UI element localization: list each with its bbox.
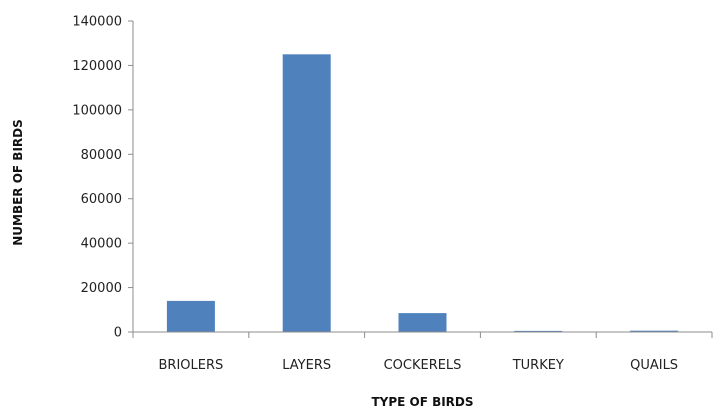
bar-cockerels	[398, 313, 447, 332]
x-tick-label: QUAILS	[630, 358, 678, 373]
y-tick-label: 0	[114, 326, 122, 341]
x-tick-label: LAYERS	[282, 358, 331, 373]
x-tick-label: COCKERELS	[384, 358, 462, 373]
y-tick-label: 100000	[72, 103, 122, 118]
x-axis-title: TYPE OF BIRDS	[371, 395, 473, 409]
y-tick-label: 120000	[72, 59, 122, 74]
bar-quails	[630, 330, 679, 332]
y-tick-label: 80000	[81, 148, 122, 163]
y-axis-ticks: 0 20000 40000 60000 80000 100000 120000 140000	[72, 15, 133, 341]
x-axis-ticks: BRIOLERS LAYERS COCKERELS TURKEY QUAILS	[132, 332, 713, 373]
bar-briolers	[166, 300, 215, 332]
y-tick-label: 140000	[72, 15, 122, 30]
x-tick-label: TURKEY	[512, 358, 564, 373]
bars	[166, 54, 679, 332]
y-tick-label: 20000	[81, 281, 122, 296]
y-tick-label: 40000	[81, 237, 122, 252]
y-tick-label: 60000	[81, 192, 122, 207]
y-axis-title: NUMBER OF BIRDS	[11, 119, 25, 246]
x-tick-label: BRIOLERS	[159, 358, 224, 373]
bar-turkey	[514, 330, 563, 332]
bar-layers	[282, 54, 331, 332]
